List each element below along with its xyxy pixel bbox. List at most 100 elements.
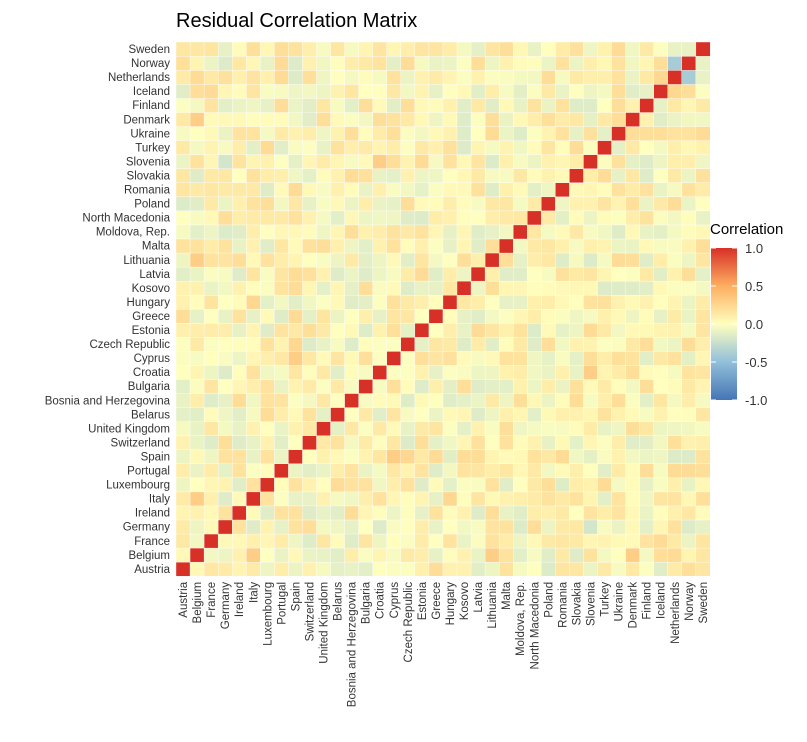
heatmap-cell — [456, 224, 472, 240]
heatmap-cell — [428, 407, 444, 422]
heatmap-cell — [498, 449, 514, 465]
heatmap-cell — [386, 477, 402, 493]
heatmap-cell — [260, 55, 275, 71]
heatmap-cell — [639, 97, 655, 113]
heatmap-cell — [400, 154, 416, 169]
heatmap-cell — [555, 154, 570, 169]
y-tick-label: Cyprus — [134, 353, 171, 365]
heatmap-cell — [498, 308, 514, 324]
heatmap-cell — [611, 238, 627, 254]
heatmap-cell — [498, 97, 514, 113]
heatmap-cell — [372, 97, 388, 113]
heatmap-cell — [428, 168, 444, 183]
heatmap-cell — [639, 154, 655, 169]
heatmap-cell — [470, 435, 486, 450]
heatmap-cell — [246, 505, 261, 521]
heatmap-cell — [428, 449, 444, 465]
x-tick-label: Malta — [501, 581, 513, 610]
heatmap-cell — [358, 196, 374, 212]
heatmap-cell — [625, 182, 641, 198]
heatmap-cell — [217, 182, 233, 198]
heatmap-cell — [569, 252, 584, 268]
heatmap-cell — [386, 350, 402, 366]
heatmap-cell — [667, 41, 683, 57]
heatmap-cell — [639, 41, 655, 57]
heatmap-cell — [316, 210, 332, 226]
heatmap-cell — [203, 112, 219, 127]
heatmap-cell — [344, 463, 360, 479]
heatmap-cell — [400, 561, 416, 577]
heatmap-cell — [611, 308, 627, 324]
heatmap-cell — [653, 336, 669, 352]
heatmap-cell — [302, 224, 318, 240]
legend-tick-label: -1.0 — [745, 393, 767, 408]
heatmap-cell — [569, 393, 584, 408]
heatmap-cell — [639, 112, 655, 127]
heatmap-cell — [625, 435, 641, 450]
heatmap-cell — [372, 393, 388, 408]
y-tick-label: United Kingdom — [88, 423, 170, 435]
heatmap-cell — [583, 280, 599, 296]
heatmap-cell — [372, 435, 388, 450]
heatmap-cell — [260, 112, 275, 127]
heatmap-cell — [288, 379, 303, 394]
heatmap-cell — [344, 519, 360, 535]
heatmap-cell — [653, 449, 669, 465]
heatmap-cell — [541, 350, 556, 366]
heatmap-cell — [653, 561, 669, 577]
heatmap-cell — [442, 533, 458, 549]
heatmap-cell — [386, 83, 402, 99]
heatmap-cell — [358, 463, 374, 479]
heatmap-cell — [555, 238, 570, 254]
heatmap-cell — [231, 140, 247, 155]
heatmap-cell — [302, 350, 318, 366]
heatmap-cell — [625, 83, 641, 99]
heatmap-cell — [583, 449, 599, 465]
heatmap-cell — [372, 519, 388, 535]
heatmap-cell — [653, 182, 669, 198]
heatmap-cell — [597, 561, 613, 577]
heatmap-cell — [189, 196, 205, 212]
heatmap-cell — [330, 364, 346, 380]
heatmap-cell — [583, 364, 599, 380]
heatmap-cell — [569, 41, 584, 57]
heatmap-cell — [316, 252, 332, 268]
heatmap-cell — [498, 126, 514, 141]
heatmap-cell — [639, 83, 655, 99]
heatmap-cell — [428, 435, 444, 450]
heatmap-cell — [541, 449, 556, 465]
heatmap-cell — [372, 364, 388, 380]
heatmap-cell — [513, 435, 528, 450]
heatmap-cell — [260, 126, 275, 141]
heatmap-cell — [555, 83, 570, 99]
heatmap-cell — [583, 97, 599, 113]
y-tick-label: Denmark — [123, 114, 170, 126]
heatmap-cell — [274, 97, 289, 113]
heatmap-cell — [372, 154, 388, 169]
heatmap-cell — [217, 266, 233, 282]
heatmap-cell — [442, 463, 458, 479]
heatmap-cell — [513, 519, 528, 535]
heatmap-cell — [667, 505, 683, 521]
heatmap-cell — [541, 238, 556, 254]
x-tick-label: Cyprus — [389, 582, 401, 619]
heatmap-cell — [695, 210, 711, 226]
heatmap-cell — [203, 519, 219, 535]
heatmap-cell — [203, 336, 219, 352]
heatmap-cell — [316, 294, 332, 310]
heatmap-cell — [583, 112, 599, 127]
heatmap-cell — [484, 350, 500, 366]
heatmap-cell — [330, 491, 346, 507]
heatmap-cell — [414, 140, 430, 155]
heatmap-cell — [358, 477, 374, 493]
heatmap-cell — [442, 266, 458, 282]
heatmap-cell — [597, 477, 613, 493]
heatmap-cell — [484, 154, 500, 169]
heatmap-cell — [695, 350, 711, 366]
heatmap-cell — [667, 407, 683, 422]
heatmap-cell — [189, 266, 205, 282]
heatmap-cell — [681, 561, 697, 577]
heatmap-cell — [246, 83, 261, 99]
heatmap-cell — [217, 224, 233, 240]
heatmap-cell — [569, 561, 584, 577]
